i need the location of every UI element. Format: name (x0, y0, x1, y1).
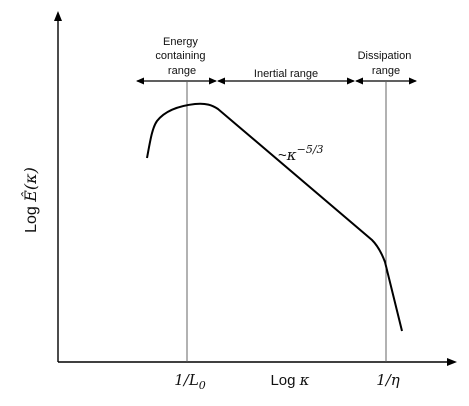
energy-range-line2: containing (155, 50, 205, 62)
slope-exponent: −5/3 (297, 143, 324, 156)
energy-range-line1: Energy (163, 36, 198, 48)
inertial-range-label: Inertial range (254, 68, 318, 80)
tick-inv-l0-var: L (188, 371, 199, 389)
dissipation-range-label: Dissipation range (358, 50, 415, 77)
tick-inv-l0-sub: 0 (199, 379, 206, 392)
tick-inv-eta-var: η (391, 371, 400, 389)
slope-base: κ (286, 146, 297, 164)
slope-annotation: ~κ−5/3 (278, 143, 324, 164)
energy-spectrum-curve (146, 102, 403, 332)
y-axis-label-main: Log (23, 202, 40, 233)
x-axis-label: Log κ (270, 371, 309, 389)
tick-inv-eta-prefix: 1/ (376, 371, 393, 389)
tick-label-inv-eta: 1/η (376, 371, 400, 389)
energy-range-line3: range (168, 65, 196, 77)
energy-range-label: Energy containing range (155, 36, 208, 77)
tick-inv-l0-prefix: 1/ (174, 371, 191, 389)
y-axis-label: Log Ê(κ) (20, 167, 40, 233)
slope-tilde: ~ (278, 147, 287, 164)
x-axis-label-main: Log (270, 372, 299, 389)
y-axis-label-var: Ê(κ) (20, 167, 40, 203)
dissipation-range-line1: Dissipation (358, 50, 412, 62)
tick-label-inv-l0: 1/L0 (174, 371, 206, 392)
x-axis-label-var: κ (299, 371, 310, 389)
dissipation-range-line2: range (372, 65, 400, 77)
